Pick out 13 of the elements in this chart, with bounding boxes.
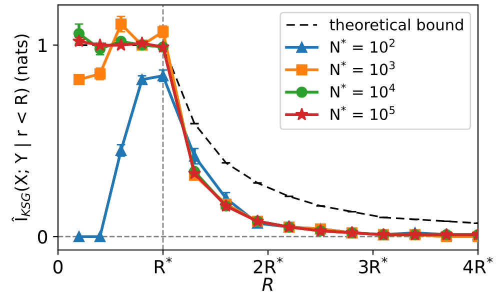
legend-label: theoretical bound [330, 18, 463, 30]
legend-label: N$^{*}$ = 10$^{4}$ [330, 84, 395, 98]
x-tick-label: 2R$^{*}$ [254, 257, 283, 274]
y-axis-title: Î$_{KSG}$(X; Y | r < R) (nats) [12, 34, 32, 222]
x-tick-label: 3R$^{*}$ [359, 257, 388, 274]
y-tick-label: 1 [38, 38, 47, 52]
legend-label: N$^{*}$ = 10$^{3}$ [330, 61, 395, 76]
legend-label: N$^{*}$ = 10$^{5}$ [330, 106, 395, 120]
x-axis-title: R [262, 278, 273, 291]
legend-label: N$^{*}$ = 10$^{2}$ [330, 38, 394, 53]
x-tick-label: 4R$^{*}$ [463, 257, 493, 274]
x-tick-label: R$^{*}$ [154, 257, 172, 274]
x-tick-label: 0 [53, 260, 63, 274]
